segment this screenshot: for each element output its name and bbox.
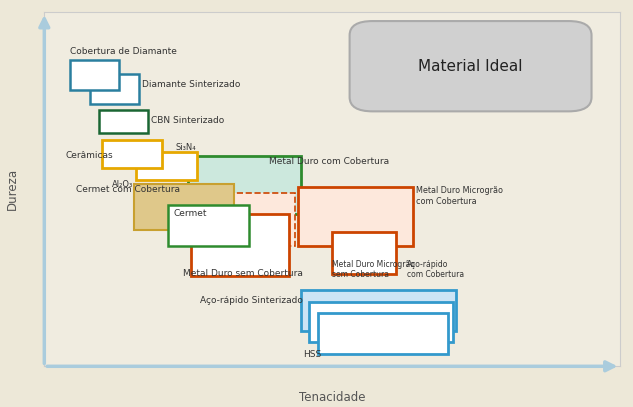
Text: Aço-rápido Sinterizado: Aço-rápido Sinterizado <box>200 296 303 305</box>
Text: Dureza: Dureza <box>6 168 19 210</box>
Bar <box>298 188 413 246</box>
Bar <box>301 290 456 331</box>
Text: Metal Duro sem Cobertura: Metal Duro sem Cobertura <box>182 269 303 278</box>
Text: Aço-rápido
com Cobertura: Aço-rápido com Cobertura <box>407 260 465 279</box>
Text: CBN Sinterizado: CBN Sinterizado <box>151 116 224 125</box>
Text: Si₃N₄: Si₃N₄ <box>175 143 196 152</box>
Bar <box>99 109 148 133</box>
Bar <box>168 205 249 246</box>
Text: Metal Duro Microgrão
sem Cobertura: Metal Duro Microgrão sem Cobertura <box>332 260 415 279</box>
Bar <box>189 155 301 214</box>
Bar <box>310 302 453 342</box>
Text: Cermet: Cermet <box>174 209 208 218</box>
Bar <box>318 313 448 354</box>
Text: Cerâmicas: Cerâmicas <box>65 151 113 160</box>
Text: Al₂O₃: Al₂O₃ <box>112 180 134 189</box>
Text: HSS: HSS <box>304 350 322 359</box>
Bar <box>102 140 163 168</box>
Text: Material Ideal: Material Ideal <box>418 59 523 74</box>
Bar <box>189 193 295 246</box>
Text: Cobertura de Diamante: Cobertura de Diamante <box>70 48 177 57</box>
Bar <box>70 60 119 90</box>
Bar <box>332 232 396 274</box>
Text: Diamante Sinterizado: Diamante Sinterizado <box>142 80 241 89</box>
Bar <box>134 184 234 230</box>
Bar <box>91 74 139 104</box>
Bar <box>191 214 289 276</box>
Bar <box>137 152 197 180</box>
Text: Metal Duro Microgrão
com Cobertura: Metal Duro Microgrão com Cobertura <box>416 186 503 206</box>
FancyBboxPatch shape <box>349 21 591 112</box>
Text: Cermet com Cobertura: Cermet com Cobertura <box>76 185 180 194</box>
Text: Metal Duro com Cobertura: Metal Duro com Cobertura <box>269 157 389 166</box>
Text: Tenacidade: Tenacidade <box>299 391 366 404</box>
